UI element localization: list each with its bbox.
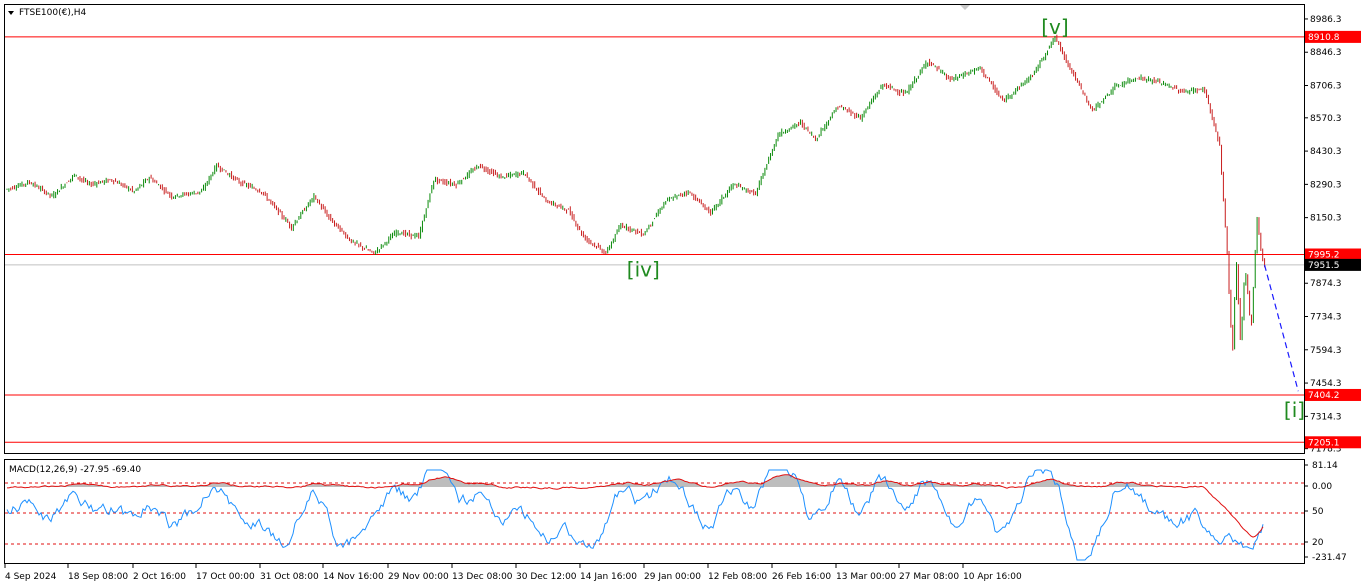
macd-panel-frame [4,459,1305,564]
macd-line [6,469,1264,561]
time-tick-label: 10 Apr 16:00 [963,572,1022,582]
signal-line [7,474,1264,538]
price-tick-label: 7454.3 [1310,379,1342,389]
wave-label-2: [i] [1284,398,1305,422]
current-price-tag-bg [1305,258,1361,271]
time-tick-label: 14 Jan 16:00 [580,572,637,582]
macd-indicator [5,469,1304,561]
time-tick-label: 18 Sep 08:00 [68,572,128,582]
price-tick-label: 7594.3 [1310,346,1342,356]
macd-label: MACD(12,26,9) -27.95 -69.40 [9,465,141,475]
level-tag-bg [1305,436,1361,449]
price-tick-label: 8846.3 [1310,48,1342,58]
time-tick-label: 13 Mar 00:00 [836,572,896,582]
time-tick-label: 13 Dec 08:00 [452,572,513,582]
price-tick-label: 8430.3 [1310,147,1342,157]
price-tick-label: 7314.3 [1310,412,1342,422]
price-tick-label: 8706.3 [1310,81,1342,91]
macd-tick-label: 0.00 [1312,482,1332,492]
symbol-label: FTSE100(€),H4 [19,8,86,18]
price-tick-label: 8570.3 [1310,114,1342,124]
wave-labels: [v] [iv] [i] [627,15,1305,422]
price-tick-label: 8986.3 [1310,15,1342,25]
level-tag-bg [1305,388,1361,401]
wave-label-1: [iv] [627,258,660,282]
macd-tick-label: 50 [1312,507,1324,517]
wave-label-0: [v] [1041,15,1068,39]
time-tick-label: 12 Feb 08:00 [708,572,767,582]
level-tag-label: 7205.1 [1308,438,1340,448]
dropdown-arrow-icon[interactable] [8,11,14,15]
level-tag-label: 7995.2 [1308,251,1340,261]
macd-axis: 81.14 0.00 50 20 -231.47 [1304,461,1347,563]
time-tick-label: 14 Nov 16:00 [323,572,384,582]
price-tick-label: 8150.3 [1310,214,1342,224]
level-tag-bg [1305,248,1361,261]
time-tick-label: 29 Jan 00:00 [644,572,701,582]
price-tick-label: 8290.3 [1310,180,1342,190]
current-price-tag-label: 7951.5 [1308,261,1340,271]
level-tag-label: 8910.8 [1308,33,1340,43]
price-tick-label: 7734.3 [1310,313,1342,323]
time-tick-label: 4 Sep 2024 [5,572,57,582]
price-axis: 8986.3 8846.3 8706.3 8570.3 8430.3 8290.3 8150… [1304,15,1361,455]
macd-tick-label: 81.14 [1312,461,1338,471]
macd-tick-label: 20 [1312,538,1324,548]
level-tag-bg [1305,30,1361,43]
price-tick-label: 7874.3 [1310,279,1342,289]
time-tick-label: 26 Feb 16:00 [772,572,831,582]
level-tag-label: 7404.2 [1308,391,1340,401]
price-panel-frame [4,4,1305,454]
time-tick-label: 27 Mar 08:00 [899,572,959,582]
time-tick-label: 2 Oct 16:00 [133,572,186,582]
time-tick-label: 30 Dec 12:00 [516,572,577,582]
horizontal-levels [5,36,1304,443]
projection-line [1263,264,1299,392]
macd-tick-label: -231.47 [1312,553,1347,563]
time-tick-label: 31 Oct 08:00 [260,572,319,582]
time-axis: 4 Sep 2024 18 Sep 08:00 2 Oct 16:00 17 Oct … [4,564,1022,582]
time-tick-label: 17 Oct 00:00 [196,572,255,582]
price-candles [6,34,1299,392]
price-tick-label: 7178.3 [1310,445,1342,455]
chart-shift-icon[interactable] [960,5,970,10]
time-tick-label: 29 Nov 00:00 [388,572,449,582]
